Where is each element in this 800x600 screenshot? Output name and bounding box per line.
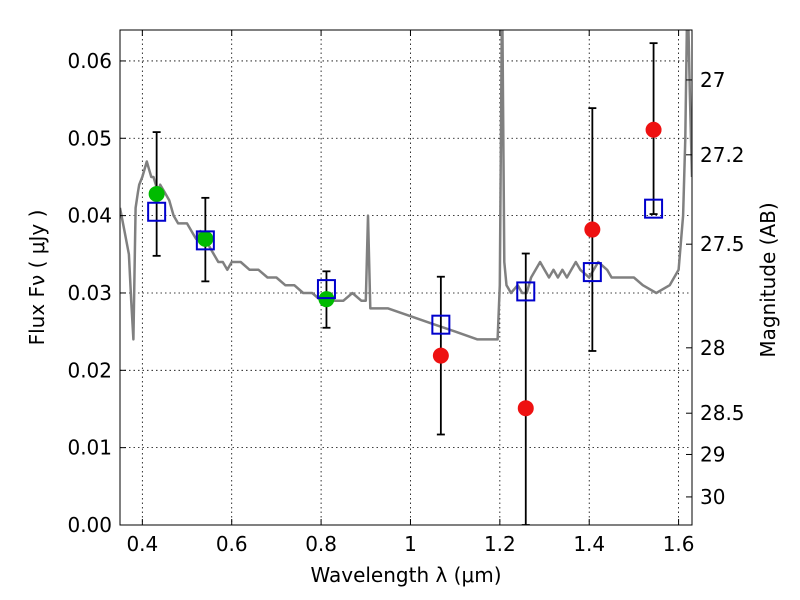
y-tick-label: 0.05	[67, 126, 112, 150]
x-tick-label: 1.4	[573, 532, 605, 556]
x-axis-label: Wavelength λ (μm)	[310, 563, 501, 587]
y2-tick-label: 30	[700, 485, 725, 509]
x-tick-label: 1.6	[663, 532, 695, 556]
y-tick-label: 0.04	[67, 204, 112, 228]
model-spectrum-line	[120, 30, 692, 341]
y2-tick-label: 27.2	[700, 143, 745, 167]
y2-tick-label: 28.5	[700, 401, 745, 425]
data-series	[120, 30, 692, 525]
y-tick-label: 0.01	[67, 436, 112, 460]
y2-tick-label: 29	[700, 442, 725, 466]
model-band-square	[316, 279, 336, 300]
infrared-flux-point	[584, 221, 601, 238]
model-band-square	[431, 314, 451, 335]
model-band-square	[147, 201, 167, 222]
infrared-flux-point	[432, 347, 449, 364]
infrared-flux-point	[645, 121, 662, 138]
y2-axis-label: Magnitude (AB)	[756, 202, 780, 357]
optical-flux-point	[318, 291, 335, 308]
x-tick-label: 1	[404, 532, 417, 556]
y-tick-label: 0.06	[67, 49, 112, 73]
infrared-flux-point	[517, 400, 534, 417]
x-tick-label: 0.6	[216, 532, 248, 556]
optical-flux-point	[197, 230, 214, 247]
axis-ticks: 0.4 0.6 0.8 1 1.2 1.4 1.6 0.00 0.01 0.02 0.03 0.04 0…	[67, 30, 745, 556]
y-axis-label: Flux Fν ( μJy )	[25, 210, 49, 346]
model-band-square	[644, 198, 664, 219]
model-band-square	[516, 281, 536, 302]
model-band-square	[582, 262, 602, 283]
x-tick-label: 1.2	[484, 532, 516, 556]
y-tick-label: 0.03	[67, 281, 112, 305]
x-tick-label: 0.4	[126, 532, 158, 556]
y-tick-label: 0.02	[67, 358, 112, 382]
plot-frame	[119, 29, 693, 526]
x-tick-label: 0.8	[305, 532, 337, 556]
y-tick-label: 0.00	[67, 513, 112, 537]
y2-tick-label: 27	[700, 68, 725, 92]
y2-tick-label: 27.5	[700, 232, 745, 256]
optical-flux-point	[148, 185, 165, 202]
model-band-square	[195, 230, 215, 251]
y2-tick-label: 28	[700, 336, 725, 360]
